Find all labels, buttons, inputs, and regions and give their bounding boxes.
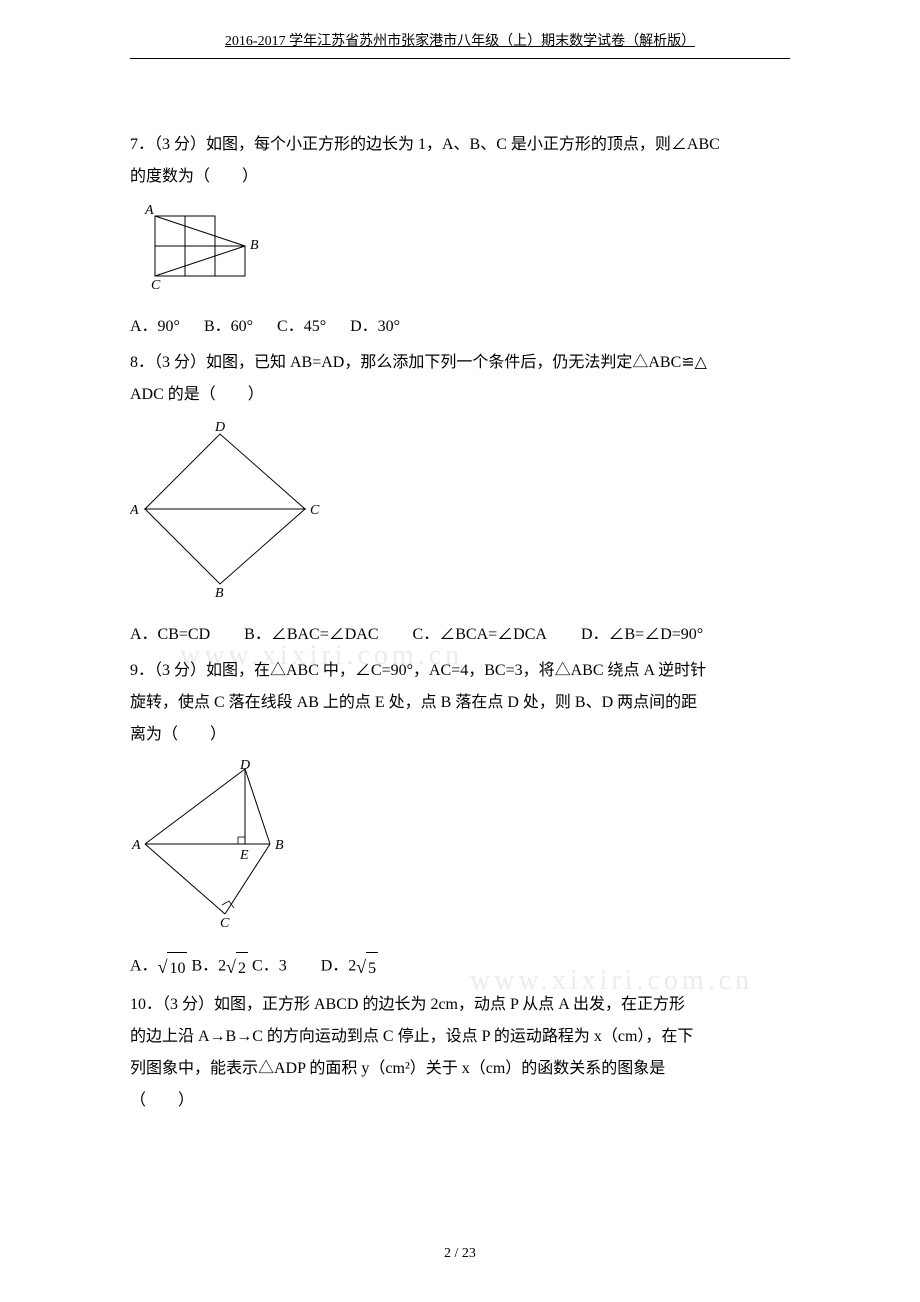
svg-text:C: C bbox=[220, 916, 230, 929]
q9-figure: A B C D E bbox=[130, 759, 790, 941]
q7-optB: B．60° bbox=[204, 318, 253, 335]
svg-text:B: B bbox=[215, 586, 224, 599]
q10-line3: 列图象中，能表示△ADP 的面积 y（cm²）关于 x（cm）的函数关系的图象是 bbox=[130, 1053, 790, 1085]
q9-optB-prefix: B．2 bbox=[191, 958, 226, 975]
q8-options: A．CB=CD B．∠BAC=∠DAC C．∠BCA=∠DCA D．∠B=∠D=… bbox=[130, 619, 790, 651]
q10-line1: 10．（3 分）如图，正方形 ABCD 的边长为 2cm，动点 P 从点 A 出… bbox=[130, 989, 790, 1021]
q8-line2: ADC 的是（ ） bbox=[130, 379, 790, 411]
svg-text:D: D bbox=[239, 759, 250, 773]
q10-line4: （ ） bbox=[130, 1085, 790, 1117]
q9-line1: 9．（3 分）如图，在△ABC 中，∠C=90°，AC=4，BC=3，将△ABC… bbox=[130, 655, 790, 687]
svg-text:C: C bbox=[151, 278, 161, 291]
q7-optD: D．30° bbox=[350, 318, 400, 335]
q8-optC: C．∠BCA=∠DCA bbox=[413, 626, 547, 643]
q8-optD: D．∠B=∠D=90° bbox=[581, 626, 703, 643]
svg-text:A: A bbox=[131, 838, 141, 853]
svg-text:D: D bbox=[214, 420, 225, 435]
q9-optA-sqrt: 10 bbox=[167, 952, 187, 985]
svg-text:B: B bbox=[275, 838, 284, 853]
q9-line3: 离为（ ） bbox=[130, 719, 790, 751]
q7-optC: C．45° bbox=[277, 318, 326, 335]
svg-text:A: A bbox=[144, 203, 154, 218]
q7-options: A．90° B．60° C．45° D．30° bbox=[130, 311, 790, 343]
q10-line2: 的边上沿 A→B→C 的方向运动到点 C 停止，设点 P 的运动路程为 x（cm… bbox=[130, 1021, 790, 1053]
content-area: 7．（3 分）如图，每个小正方形的边长为 1，A、B、C 是小正方形的顶点，则∠… bbox=[130, 129, 790, 1117]
q9-optA-prefix: A． bbox=[130, 958, 158, 975]
svg-text:A: A bbox=[130, 503, 139, 518]
q8-line1: 8．（3 分）如图，已知 AB=AD，那么添加下列一个条件后，仍无法判定△ABC… bbox=[130, 347, 790, 379]
svg-text:B: B bbox=[250, 238, 259, 253]
q7-line2: 的度数为（ ） bbox=[130, 161, 790, 193]
q9-line2: 旋转，使点 C 落在线段 AB 上的点 E 处，点 B 落在点 D 处，则 B、… bbox=[130, 687, 790, 719]
page-container: 2016-2017 学年江苏省苏州市张家港市八年级（上）期末数学试卷（解析版） … bbox=[0, 0, 920, 1302]
q9-optB-sqrt: 2 bbox=[236, 952, 248, 985]
svg-text:E: E bbox=[239, 848, 249, 863]
q9-optC: C．3 bbox=[252, 958, 287, 975]
q9-optD-sqrt: 5 bbox=[366, 952, 378, 985]
q8-optA: A．CB=CD bbox=[130, 626, 210, 643]
page-header: 2016-2017 学年江苏省苏州市张家港市八年级（上）期末数学试卷（解析版） bbox=[130, 30, 790, 59]
q8-figure: A B C D bbox=[130, 419, 790, 611]
q7-line1: 7．（3 分）如图，每个小正方形的边长为 1，A、B、C 是小正方形的顶点，则∠… bbox=[130, 129, 790, 161]
q8-optB: B．∠BAC=∠DAC bbox=[244, 626, 378, 643]
q7-figure: A B C bbox=[130, 201, 790, 303]
svg-text:C: C bbox=[310, 503, 320, 518]
page-footer: 2 / 23 bbox=[0, 1246, 920, 1262]
q9-optD-prefix: D．2 bbox=[321, 958, 357, 975]
q9-options: A．√10 B．2√2 C．3 D．2√5 bbox=[130, 949, 790, 985]
q7-optA: A．90° bbox=[130, 318, 180, 335]
